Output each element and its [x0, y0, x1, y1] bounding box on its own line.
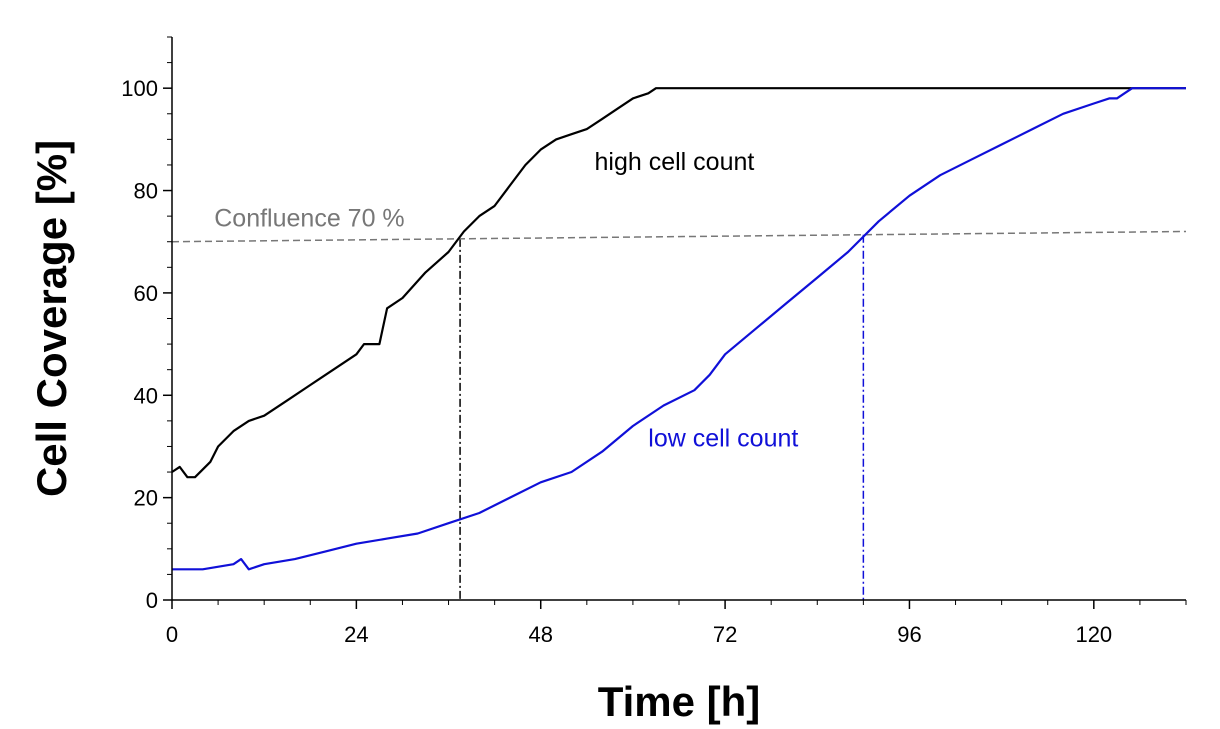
- y-tick-label: 0: [146, 588, 158, 613]
- high-cell-count-label: high cell count: [595, 148, 755, 176]
- confluence-reference-line: [171, 230, 1187, 243]
- ticks: 0 24 48 72 96 120 0 20 40 60 80 100: [121, 36, 1187, 647]
- y-tick-label: 40: [134, 383, 158, 408]
- y-tick-label: 20: [134, 486, 158, 511]
- x-axis-title: Time [h]: [598, 678, 761, 725]
- x-tick-label: 120: [1075, 622, 1112, 647]
- x-tick-label: 96: [897, 622, 921, 647]
- low-cell-count-series: [172, 87, 1186, 571]
- y-tick-label: 100: [121, 76, 158, 101]
- x-tick-label: 48: [528, 622, 552, 647]
- low-cell-count-label: low cell count: [648, 424, 798, 452]
- y-tick-label: 60: [134, 281, 158, 306]
- axes: [171, 37, 1186, 601]
- x-tick-label: 0: [166, 622, 178, 647]
- confluence-label: Confluence 70 %: [214, 204, 404, 232]
- y-tick-label: 80: [134, 179, 158, 204]
- high-cell-count-series: [171, 87, 1186, 479]
- y-axis-title: Cell Coverage [%]: [28, 140, 75, 497]
- drop-lines: [459, 234, 865, 600]
- reference-lines: [171, 230, 1187, 243]
- x-tick-label: 24: [344, 622, 368, 647]
- annotations: high cell count low cell count Confluence …: [214, 148, 798, 452]
- series-group: [171, 87, 1186, 571]
- x-tick-label: 72: [713, 622, 737, 647]
